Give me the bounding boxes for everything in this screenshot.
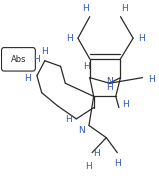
Text: H: H [65, 115, 72, 124]
Text: H: H [83, 62, 90, 71]
Text: Abs: Abs [11, 55, 26, 64]
Text: H: H [82, 4, 89, 13]
Text: H: H [86, 162, 92, 171]
Text: N: N [106, 77, 113, 86]
Text: H: H [122, 100, 129, 109]
FancyBboxPatch shape [1, 48, 35, 71]
Text: H: H [41, 47, 48, 56]
Text: N: N [78, 126, 84, 135]
Text: H: H [121, 4, 128, 13]
Text: H: H [66, 34, 73, 43]
Text: H: H [106, 83, 113, 92]
Text: H: H [34, 55, 40, 64]
Text: H: H [114, 159, 121, 168]
Text: H: H [148, 75, 155, 84]
Text: H: H [24, 74, 31, 83]
Text: H: H [138, 34, 145, 43]
Text: H: H [93, 149, 99, 158]
